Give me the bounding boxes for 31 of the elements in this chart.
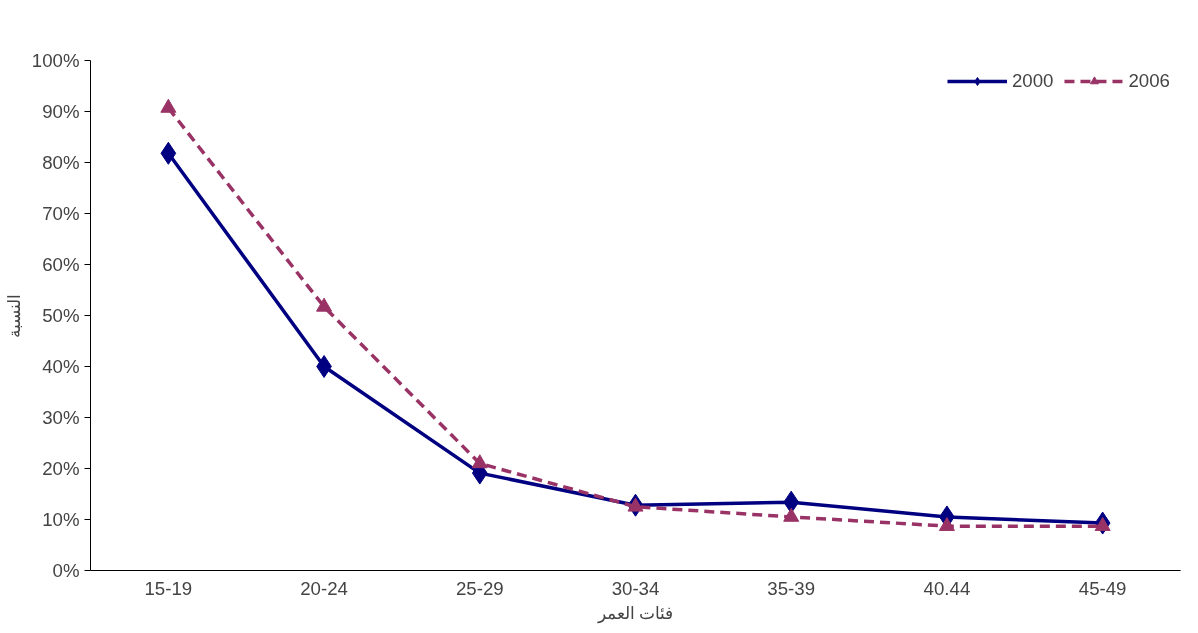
x-axis-title: فئات العمر xyxy=(596,602,674,624)
legend-label: 2000 xyxy=(1011,70,1054,92)
x-tick-label: 20-24 xyxy=(300,577,348,599)
y-tick-label: 10% xyxy=(42,509,80,530)
y-tick-label: 60% xyxy=(42,254,80,275)
y-tick-label: 90% xyxy=(42,101,80,122)
x-tick-label: 40.44 xyxy=(923,577,971,599)
point xyxy=(471,454,488,469)
point xyxy=(1094,516,1111,531)
y-tick-label: 100% xyxy=(31,50,80,71)
y-tick-label: 20% xyxy=(42,458,80,479)
point xyxy=(938,516,955,531)
y-tick-label: 30% xyxy=(42,407,80,428)
y-tick-label: 80% xyxy=(42,152,80,173)
point xyxy=(160,98,177,113)
x-tick-label: 15-19 xyxy=(144,577,193,599)
legend-label: 2006 xyxy=(1128,70,1170,92)
point xyxy=(783,507,800,522)
y-tick-label: 40% xyxy=(42,356,80,377)
point xyxy=(160,141,177,165)
x-tick-label: 35-39 xyxy=(767,577,816,599)
x-tick-label: 45-49 xyxy=(1078,577,1127,599)
x-tick-label: 30-34 xyxy=(611,577,660,599)
y-tick-label: 50% xyxy=(42,305,80,326)
y-axis-title: النسبة xyxy=(3,293,24,338)
y-tick-label: 0% xyxy=(52,560,80,581)
x-tick-label: 25-29 xyxy=(455,577,504,599)
point xyxy=(316,297,333,312)
point xyxy=(783,490,800,514)
point xyxy=(627,497,644,512)
y-tick-label: 70% xyxy=(42,203,80,224)
